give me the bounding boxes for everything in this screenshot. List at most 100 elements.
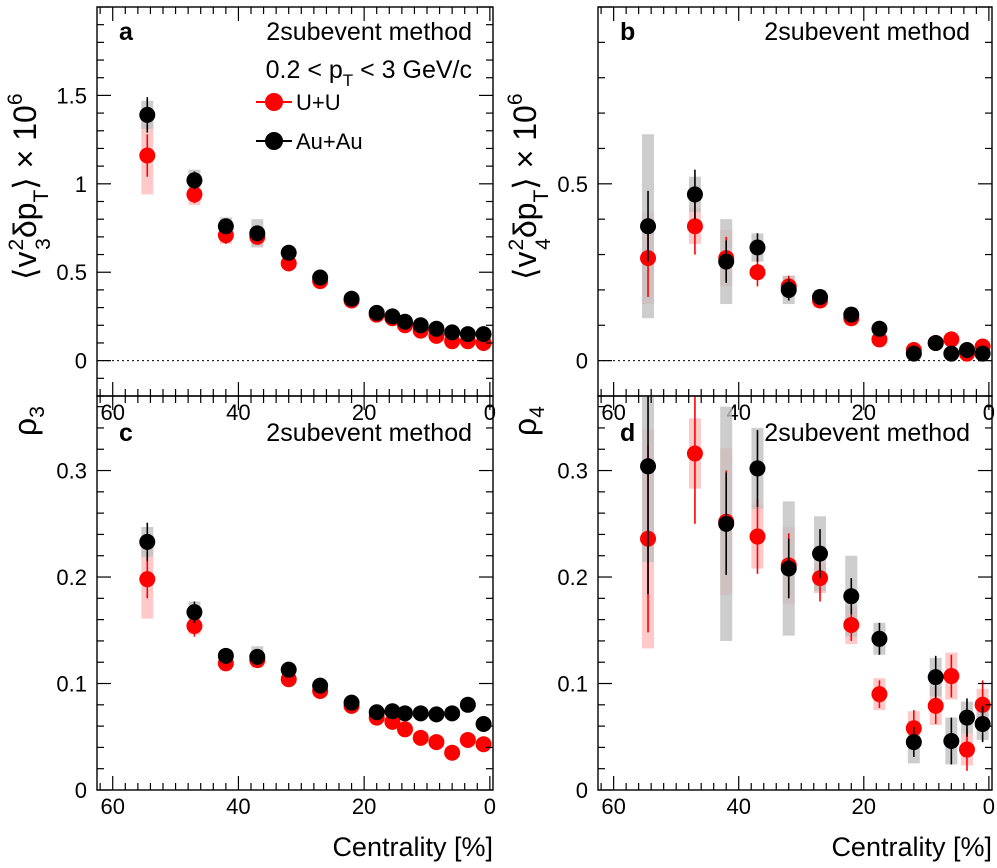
panel-c-uu-point <box>428 734 445 751</box>
panel-c-auau-point <box>139 533 156 550</box>
panel-a-auau-point <box>412 317 429 334</box>
panel-d-ytick-label: 0 <box>576 778 588 803</box>
panel-b-auau-point <box>780 281 797 298</box>
panel-c-letter: c <box>119 419 133 447</box>
legend-uu-marker <box>265 93 283 111</box>
panel-d-plot-area <box>640 396 991 771</box>
legend-auau-marker <box>265 132 283 150</box>
panel-a-auau-point <box>280 244 297 261</box>
panel-d-uu-point <box>749 528 766 545</box>
panel-a-auau-point <box>312 269 329 286</box>
panel-c-auau-point <box>412 705 429 722</box>
panel-b-auau-point <box>749 239 766 256</box>
panel-d-auau-point <box>780 560 797 577</box>
panel-c-ytick-label: 0.1 <box>56 672 87 697</box>
panel-c-uu-point <box>475 736 492 753</box>
panel-d-uu-point <box>843 616 860 633</box>
panel-d-ytick-label: 0.2 <box>557 565 588 590</box>
panel-a-uu-point <box>139 147 156 164</box>
panel-c: 60 40 20 000.10.20.3 c 2subevent method ρ3 … <box>7 395 496 862</box>
panel-c-auau-point <box>312 677 329 694</box>
panel-a-uu-point <box>186 186 203 203</box>
panel-c-auau-point <box>343 694 360 711</box>
panel-c-ticks: 60 40 20 0 0 0.1 0.2 0.3 <box>56 396 496 819</box>
panel-a-auau-point <box>384 308 401 325</box>
panel-a-auau-point <box>475 326 492 343</box>
panel-d-auau-point <box>958 709 975 726</box>
panel-a-auau-point <box>428 320 445 337</box>
panel-c-auau-point <box>428 706 445 723</box>
panel-d-auau-point <box>718 515 735 532</box>
panel-c-ytick-label: 0.3 <box>56 459 87 484</box>
panel-c-xtick-label: 40 <box>226 794 250 819</box>
panel-b-auau-point <box>686 186 703 203</box>
panel-c-title: 2subevent method <box>266 419 472 447</box>
panel-c-auau-point <box>368 704 385 721</box>
panel-c-auau-point <box>217 647 234 664</box>
legend-auau-label: Au+Au <box>296 129 363 154</box>
panel-b-ticks: 60 40 20 000.5 <box>557 6 995 425</box>
panel-a-ytick-label: 1.5 <box>56 83 87 108</box>
panel-a-auau-point <box>249 225 266 242</box>
panel-d-frame <box>597 395 993 791</box>
panel-c-uu-point <box>412 729 429 746</box>
panel-a-ylabel: ⟨v2 3δpT⟩ × 106 <box>4 93 55 280</box>
panel-d-letter: d <box>620 419 635 447</box>
panel-a-auau-point <box>459 326 476 343</box>
panel-b: 60 40 20 000.5 b 2subevent method ⟨v2 4δpT⟩ … <box>504 6 995 425</box>
panel-c-uu-point <box>444 744 461 761</box>
panel-b-ytick-label: 0 <box>576 349 588 374</box>
panel-c-uu-point <box>397 721 413 738</box>
panel-b-auau-point <box>812 288 829 305</box>
panel-b-auau-point <box>958 342 975 359</box>
panel-c-xlabel: Centrality [%] <box>332 832 493 862</box>
legend-uu-label: U+U <box>296 90 341 115</box>
panel-d-ylabel: ρ4 <box>507 406 549 436</box>
panel-d-uu-point <box>974 696 991 713</box>
panel-c-xtick-label: 20 <box>352 794 376 819</box>
panel-d-auau-point <box>812 545 829 562</box>
panel-d-xtick-label: 20 <box>852 794 876 819</box>
panel-d-xtick-label: 0 <box>983 794 995 819</box>
panel-c-auau-point <box>186 604 203 621</box>
panel-b-auau-point <box>871 320 888 337</box>
panel-d-xtick-label: 40 <box>726 794 750 819</box>
panel-a-auau-point <box>186 172 203 189</box>
panel-a-auau-point <box>444 324 461 341</box>
panel-d-uu-point <box>958 741 975 758</box>
panel-b-auau-point <box>943 345 960 362</box>
panel-b-auau-point <box>974 345 991 362</box>
panel-d-title: 2subevent method <box>764 419 970 447</box>
panel-a-pt-range: 0.2 < pT < 3 GeV/c <box>266 56 472 90</box>
panel-b-ytick-label: 0.5 <box>557 172 588 197</box>
legend-entry-uu: U+U <box>256 90 341 115</box>
legend-entry-auau: Au+Au <box>256 129 363 154</box>
panel-d-uu-point <box>943 668 960 685</box>
panel-c-auau-point <box>397 705 413 722</box>
panel-b-title: 2subevent method <box>764 18 970 46</box>
panel-a-ytick-label: 1 <box>75 172 87 197</box>
panel-a-ytick-label: 0 <box>75 349 87 374</box>
panel-d-auau-point <box>905 734 922 751</box>
panel-d-uu-point <box>927 697 944 714</box>
panel-b-uu-point <box>686 218 703 235</box>
panel-a-auau-point <box>139 106 156 123</box>
panel-b-auau-point <box>927 334 944 351</box>
panel-b-letter: b <box>620 18 635 46</box>
panel-a-ytick-label: 0.5 <box>56 260 87 285</box>
panel-b-ylabel: ⟨v2 4δpT⟩ × 106 <box>504 93 555 280</box>
panel-d: 60 40 20 000.10.20.3 d 2subevent method ρ4 … <box>507 395 995 862</box>
panel-c-plot-area <box>139 522 492 761</box>
legend: U+U Au+Au <box>256 90 363 154</box>
panel-c-auau-point <box>444 705 461 722</box>
panel-c-auau-point <box>384 703 401 720</box>
panel-c-uu-point <box>459 731 476 748</box>
panel-d-ticks: 60 40 20 0 0 0.1 0.2 0.3 <box>557 396 995 819</box>
panel-c-auau-point <box>280 661 297 678</box>
panel-c-xtick-label: 60 <box>100 794 124 819</box>
panel-b-auau-point <box>640 218 657 235</box>
panel-d-ytick-label: 0.3 <box>557 459 588 484</box>
panel-c-uu-point <box>139 571 156 588</box>
panel-b-uu-point <box>943 331 960 348</box>
